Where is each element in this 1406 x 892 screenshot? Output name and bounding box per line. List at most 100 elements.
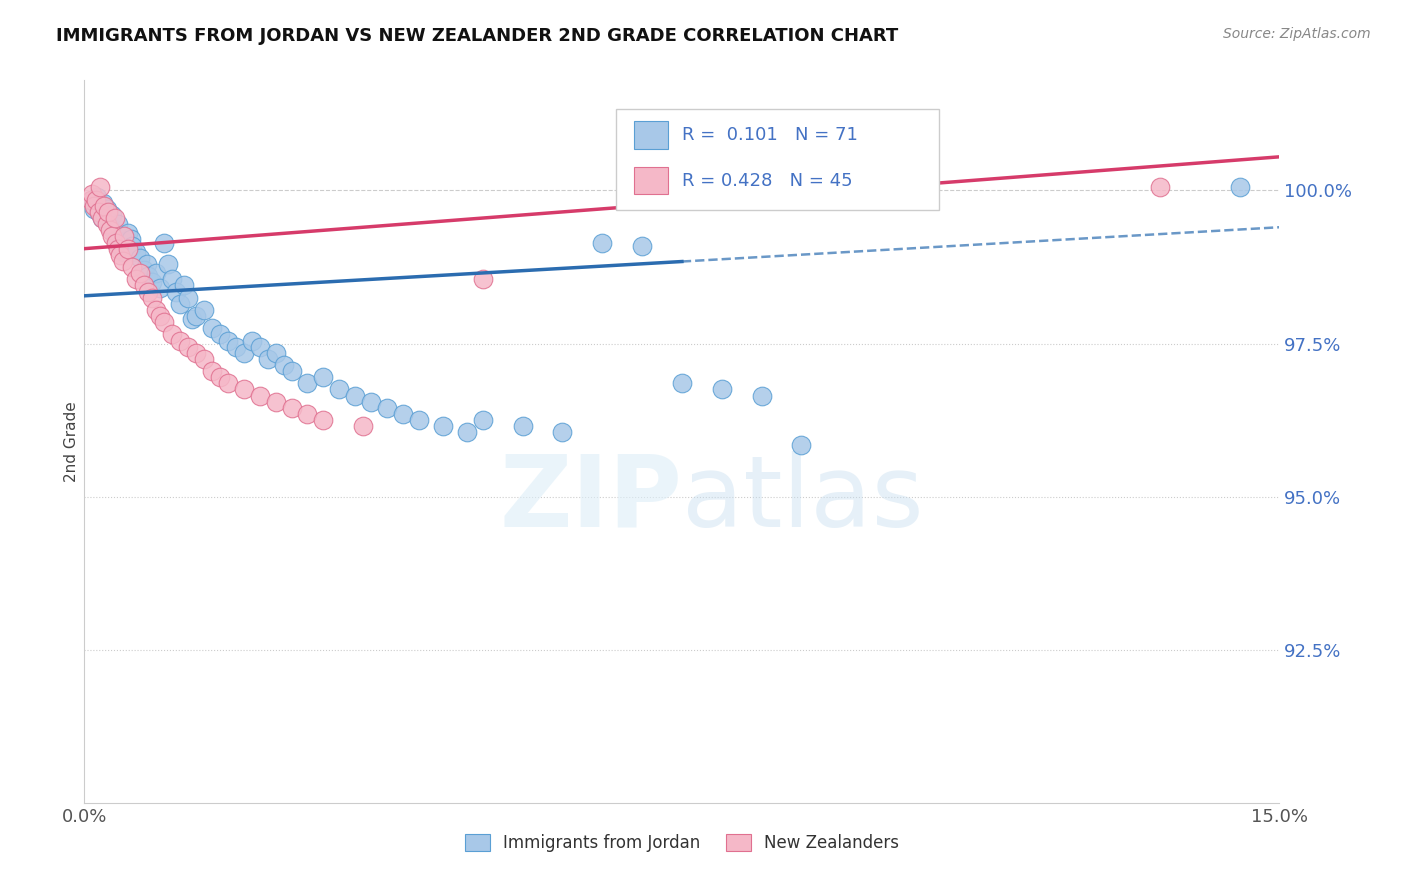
Point	[120, 232, 142, 246]
Point	[111, 253, 134, 268]
Point	[125, 244, 148, 259]
Point	[104, 211, 127, 225]
Point	[273, 358, 295, 372]
Point	[249, 340, 271, 354]
Point	[264, 345, 287, 359]
Point	[297, 407, 319, 421]
Point	[1229, 180, 1251, 194]
Point	[145, 302, 167, 317]
Point	[132, 278, 156, 293]
Point	[80, 193, 103, 207]
Point	[105, 235, 128, 250]
Point	[129, 266, 152, 280]
Point	[86, 189, 108, 203]
Point	[217, 334, 239, 348]
Point	[751, 389, 773, 403]
Point	[256, 351, 278, 366]
Point	[153, 315, 176, 329]
Point	[87, 205, 110, 219]
Point	[101, 208, 124, 222]
Point	[149, 309, 172, 323]
Point	[177, 340, 200, 354]
Point	[84, 195, 107, 210]
Point	[89, 180, 111, 194]
Point	[173, 278, 195, 293]
Bar	[634, 121, 668, 149]
Point	[375, 401, 398, 415]
Point	[352, 419, 374, 434]
Point	[153, 235, 176, 250]
Point	[87, 205, 110, 219]
Point	[117, 227, 139, 241]
Point	[86, 193, 108, 207]
Point	[93, 199, 115, 213]
Point	[111, 235, 134, 250]
Point	[125, 272, 148, 286]
Point	[83, 199, 105, 213]
Bar	[634, 167, 668, 194]
Point	[710, 383, 733, 397]
Point	[232, 345, 254, 359]
Point	[551, 425, 574, 440]
Point	[136, 285, 159, 299]
Point	[512, 419, 534, 434]
Point	[184, 309, 207, 323]
Point	[165, 285, 187, 299]
Point	[160, 327, 183, 342]
Point	[184, 345, 207, 359]
Point	[1149, 180, 1171, 194]
Point	[160, 272, 183, 286]
Point	[90, 211, 112, 225]
Point	[280, 401, 302, 415]
Point	[432, 419, 454, 434]
Legend: Immigrants from Jordan, New Zealanders: Immigrants from Jordan, New Zealanders	[465, 834, 898, 852]
Text: Source: ZipAtlas.com: Source: ZipAtlas.com	[1223, 27, 1371, 41]
Point	[105, 232, 128, 246]
Point	[208, 370, 231, 384]
Point	[201, 321, 224, 335]
Point	[132, 263, 156, 277]
Point	[110, 248, 132, 262]
Point	[141, 276, 163, 290]
Point	[93, 195, 115, 210]
Point	[107, 242, 129, 256]
Point	[280, 364, 302, 378]
Point	[217, 376, 239, 391]
Point	[297, 376, 319, 391]
Point	[82, 193, 104, 207]
Point	[98, 220, 121, 235]
Point	[145, 266, 167, 280]
Point	[89, 199, 111, 213]
Point	[240, 334, 263, 348]
Point	[83, 202, 105, 216]
Point	[408, 413, 430, 427]
Point	[96, 217, 118, 231]
Point	[141, 291, 163, 305]
Point	[312, 413, 335, 427]
Point	[135, 257, 157, 271]
Point	[631, 238, 654, 252]
Point	[201, 364, 224, 378]
Point	[591, 235, 613, 250]
Text: IMMIGRANTS FROM JORDAN VS NEW ZEALANDER 2ND GRADE CORRELATION CHART: IMMIGRANTS FROM JORDAN VS NEW ZEALANDER …	[56, 27, 898, 45]
Point	[149, 281, 172, 295]
Point	[104, 227, 127, 241]
Text: ZIP: ZIP	[499, 450, 682, 548]
Point	[177, 291, 200, 305]
Point	[157, 257, 180, 271]
Point	[312, 370, 335, 384]
Point	[344, 389, 367, 403]
Point	[169, 297, 191, 311]
Point	[193, 351, 215, 366]
Point	[181, 312, 204, 326]
Point	[136, 269, 159, 284]
Point	[790, 437, 813, 451]
Point	[94, 208, 117, 222]
Text: R = 0.428   N = 45: R = 0.428 N = 45	[682, 172, 852, 190]
Point	[392, 407, 415, 421]
Point	[671, 376, 693, 391]
Text: atlas: atlas	[682, 450, 924, 548]
Point	[193, 302, 215, 317]
Point	[471, 272, 494, 286]
Point	[249, 389, 271, 403]
